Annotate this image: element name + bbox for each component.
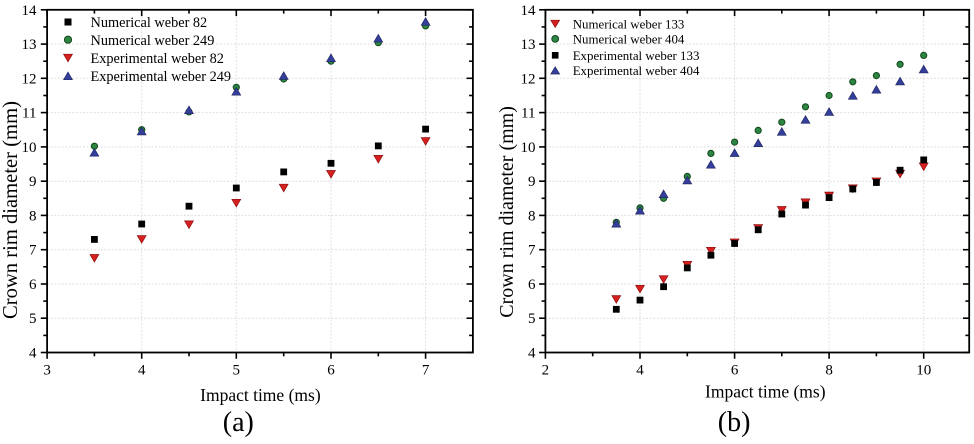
svg-text:(b): (b): [718, 407, 751, 438]
svg-text:11: 11: [521, 106, 535, 122]
svg-text:13: 13: [521, 37, 536, 53]
svg-text:8: 8: [528, 208, 536, 224]
svg-text:7: 7: [422, 363, 430, 379]
svg-text:9: 9: [29, 174, 37, 190]
svg-text:8: 8: [825, 363, 833, 379]
svg-text:5: 5: [528, 311, 536, 327]
svg-text:4: 4: [29, 346, 37, 362]
svg-text:10: 10: [521, 140, 536, 156]
svg-text:14: 14: [521, 3, 537, 19]
svg-text:Numerical weber 404: Numerical weber 404: [573, 33, 685, 47]
svg-text:6: 6: [528, 277, 536, 293]
svg-text:Crown rim diameter (mm): Crown rim diameter (mm): [496, 106, 518, 318]
svg-text:11: 11: [22, 106, 36, 122]
svg-text:(a): (a): [223, 407, 254, 438]
svg-text:8: 8: [29, 208, 37, 224]
svg-text:Numerical weber 249: Numerical weber 249: [91, 33, 215, 49]
svg-text:6: 6: [29, 277, 37, 293]
svg-text:7: 7: [528, 243, 536, 259]
svg-text:Experimental weber 82: Experimental weber 82: [91, 51, 224, 67]
svg-text:Experimental weber 404: Experimental weber 404: [573, 64, 700, 78]
svg-text:6: 6: [731, 363, 739, 379]
svg-text:12: 12: [521, 71, 536, 87]
svg-text:4: 4: [138, 363, 146, 379]
svg-text:10: 10: [22, 140, 37, 156]
svg-text:Impact time (ms): Impact time (ms): [200, 385, 321, 405]
svg-text:4: 4: [636, 363, 644, 379]
svg-text:Impact time (ms): Impact time (ms): [705, 382, 826, 402]
svg-text:10: 10: [916, 363, 931, 379]
svg-text:2: 2: [542, 363, 550, 379]
svg-text:6: 6: [327, 363, 335, 379]
svg-text:7: 7: [29, 243, 37, 259]
svg-text:5: 5: [233, 363, 241, 379]
svg-text:Experimental weber 133: Experimental weber 133: [573, 49, 700, 63]
svg-text:5: 5: [29, 311, 37, 327]
svg-text:Crown rim diameter (mm): Crown rim diameter (mm): [0, 101, 22, 319]
svg-text:4: 4: [528, 346, 536, 362]
svg-text:Experimental weber 249: Experimental weber 249: [91, 69, 232, 85]
svg-text:9: 9: [528, 174, 536, 190]
svg-text:Numerical weber 82: Numerical weber 82: [91, 15, 208, 31]
svg-text:Numerical weber 133: Numerical weber 133: [573, 18, 685, 32]
svg-text:3: 3: [43, 363, 51, 379]
svg-text:12: 12: [22, 71, 37, 87]
svg-text:13: 13: [22, 37, 37, 53]
svg-text:14: 14: [22, 3, 38, 19]
